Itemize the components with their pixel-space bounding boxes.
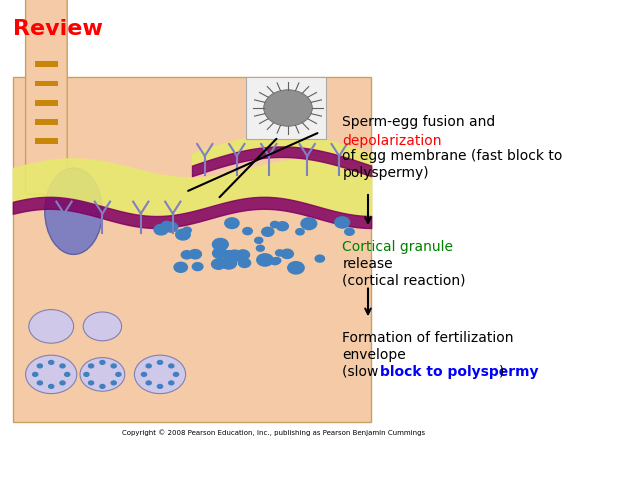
Circle shape [169, 364, 174, 368]
Circle shape [174, 262, 188, 272]
Text: depolarization: depolarization [342, 134, 442, 148]
Circle shape [146, 364, 151, 368]
Circle shape [116, 372, 121, 376]
Bar [13, 77, 371, 422]
Circle shape [262, 227, 274, 236]
Circle shape [255, 237, 263, 243]
FancyBboxPatch shape [246, 77, 326, 139]
Circle shape [134, 355, 186, 394]
Circle shape [157, 360, 163, 364]
Text: Cortical granule: Cortical granule [342, 240, 453, 254]
Circle shape [49, 360, 54, 364]
Text: Copyright © 2008 Pearson Education, Inc., publishing as Pearson Benjamin Cumming: Copyright © 2008 Pearson Education, Inc.… [122, 430, 425, 436]
Circle shape [273, 257, 281, 264]
Bar [35, 81, 58, 86]
Bar [35, 138, 58, 144]
Circle shape [88, 364, 93, 368]
Circle shape [236, 250, 250, 260]
Circle shape [239, 258, 251, 267]
Circle shape [315, 255, 324, 262]
Text: (cortical reaction): (cortical reaction) [342, 274, 466, 288]
Circle shape [164, 222, 178, 232]
Circle shape [221, 257, 237, 269]
Circle shape [37, 381, 42, 385]
Circle shape [29, 310, 74, 343]
Circle shape [225, 218, 239, 228]
FancyBboxPatch shape [26, 0, 67, 194]
Circle shape [288, 262, 304, 274]
Text: envelope: envelope [342, 348, 406, 362]
Circle shape [271, 258, 280, 264]
Circle shape [176, 229, 190, 240]
Circle shape [26, 355, 77, 394]
Bar [35, 119, 58, 125]
Circle shape [157, 384, 163, 388]
Circle shape [264, 90, 312, 126]
Text: Formation of fertilization: Formation of fertilization [342, 331, 514, 345]
Circle shape [181, 251, 192, 259]
Circle shape [37, 364, 42, 368]
Circle shape [335, 217, 349, 228]
Circle shape [146, 381, 151, 385]
Circle shape [33, 372, 38, 376]
Circle shape [83, 312, 122, 341]
Text: Sperm-egg fusion and: Sperm-egg fusion and [342, 115, 495, 129]
Circle shape [189, 250, 202, 259]
Circle shape [49, 384, 54, 388]
Circle shape [80, 358, 125, 391]
Circle shape [296, 228, 304, 235]
Circle shape [257, 245, 264, 251]
Circle shape [183, 227, 191, 233]
Circle shape [281, 249, 293, 258]
Circle shape [60, 364, 65, 368]
Circle shape [243, 228, 252, 235]
Circle shape [212, 259, 225, 269]
Circle shape [276, 222, 289, 231]
Circle shape [276, 250, 284, 256]
Text: block to polyspermy: block to polyspermy [380, 365, 538, 379]
Text: ): ) [499, 365, 504, 379]
Ellipse shape [45, 168, 102, 254]
Circle shape [173, 372, 179, 376]
Circle shape [100, 384, 105, 388]
Circle shape [212, 239, 228, 250]
Circle shape [100, 360, 105, 364]
Circle shape [227, 250, 242, 262]
Text: release: release [342, 257, 393, 271]
Circle shape [60, 381, 65, 385]
Bar [35, 100, 58, 106]
Circle shape [301, 218, 317, 229]
Text: (slow: (slow [342, 365, 383, 379]
Text: of egg membrane (fast block to: of egg membrane (fast block to [342, 149, 563, 163]
Circle shape [154, 225, 168, 235]
Circle shape [88, 381, 93, 385]
Circle shape [222, 251, 235, 260]
Circle shape [141, 372, 147, 376]
Circle shape [271, 221, 279, 228]
Circle shape [212, 248, 227, 259]
Circle shape [65, 372, 70, 376]
Circle shape [169, 381, 174, 385]
Text: polyspermy): polyspermy) [342, 166, 429, 180]
Circle shape [111, 364, 116, 368]
Circle shape [84, 372, 89, 376]
Circle shape [193, 263, 203, 271]
Circle shape [257, 254, 273, 266]
Circle shape [345, 228, 354, 235]
Circle shape [111, 381, 116, 385]
Text: Review: Review [13, 19, 102, 39]
Bar [35, 61, 58, 67]
Circle shape [162, 221, 172, 229]
